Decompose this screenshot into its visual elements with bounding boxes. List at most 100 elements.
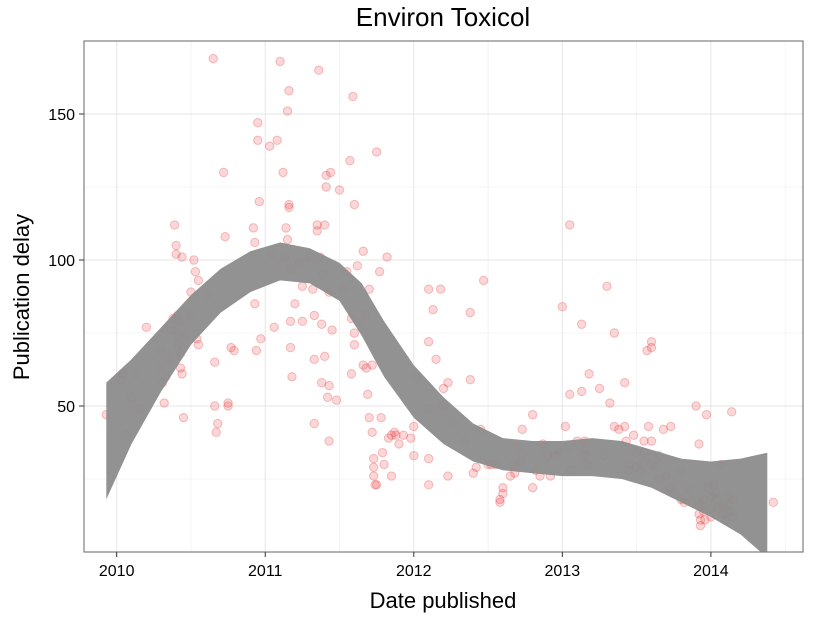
data-point: [527, 410, 538, 420]
data-point: [256, 334, 266, 344]
data-point: [602, 281, 612, 291]
data-point: [726, 407, 737, 417]
data-point: [576, 319, 587, 329]
data-point: [309, 354, 319, 364]
data-point: [349, 339, 360, 350]
data-point: [324, 380, 334, 391]
data-point: [348, 91, 358, 102]
data-point: [614, 424, 624, 435]
data-point: [609, 421, 620, 432]
x-tick-label: 2013: [545, 563, 581, 580]
data-point: [171, 249, 181, 259]
data-point: [325, 167, 336, 178]
data-point: [314, 65, 324, 75]
data-point: [358, 246, 368, 256]
data-point: [361, 363, 371, 373]
data-point: [768, 497, 778, 508]
data-point: [609, 328, 620, 338]
data-point: [321, 182, 331, 192]
plot-border: [83, 40, 804, 553]
data-point: [383, 433, 394, 443]
data-point: [382, 252, 392, 262]
data-point: [278, 167, 288, 178]
data-point: [177, 369, 187, 379]
data-point: [694, 439, 704, 449]
data-point: [443, 471, 453, 481]
confidence-band: [106, 242, 768, 552]
data-point: [312, 220, 322, 230]
data-point: [250, 237, 260, 248]
data-point: [210, 357, 220, 367]
data-point: [253, 118, 263, 128]
data-point: [282, 106, 293, 116]
data-point: [695, 521, 706, 531]
data-point: [517, 424, 527, 435]
data-point: [169, 220, 180, 230]
data-point: [220, 231, 230, 242]
data-point: [628, 430, 639, 440]
data-point: [363, 389, 373, 400]
data-point: [646, 342, 657, 353]
data-point: [423, 453, 434, 464]
data-point: [557, 302, 568, 312]
data-point: [269, 322, 279, 332]
data-point: [389, 427, 400, 437]
data-point: [368, 453, 379, 464]
axes: 2010 2011 2012 2013 2014 50 100 150: [48, 107, 728, 580]
data-point: [394, 439, 404, 449]
data-point: [620, 377, 630, 388]
data-point: [297, 316, 308, 327]
data-point: [565, 389, 575, 400]
y-axis-title: Publication delay: [9, 214, 34, 380]
data-point: [495, 494, 505, 505]
y-tick-label: 100: [48, 253, 75, 270]
data-point: [367, 427, 377, 437]
data-point: [643, 421, 654, 432]
data-point: [226, 342, 236, 353]
data-point: [210, 401, 220, 411]
data-point: [159, 398, 169, 408]
data-point: [211, 427, 221, 437]
data-point: [642, 345, 652, 356]
data-point: [223, 398, 233, 408]
data-point: [349, 328, 360, 338]
data-point: [498, 488, 508, 499]
data-point: [368, 462, 379, 473]
data-point: [691, 401, 701, 411]
smooth-band: [106, 242, 768, 552]
data-point: [327, 325, 337, 335]
data-point: [272, 135, 282, 145]
data-point: [423, 480, 434, 490]
x-tick-label: 2011: [248, 563, 283, 580]
data-point: [468, 468, 478, 478]
data-point: [391, 430, 401, 440]
data-point: [208, 53, 218, 64]
x-axis-title: Date published: [370, 588, 517, 613]
data-point: [189, 255, 199, 265]
data-point: [177, 252, 187, 262]
data-point: [331, 395, 342, 405]
data-point: [285, 342, 296, 353]
x-tick-label: 2010: [99, 563, 135, 580]
y-tick-label: 50: [57, 399, 75, 416]
data-point: [386, 430, 397, 440]
data-point: [319, 220, 330, 230]
data-point: [700, 515, 710, 525]
chart-title: Environ Toxicol: [356, 2, 530, 32]
data-point: [465, 307, 475, 318]
data-point: [478, 275, 489, 286]
data-point: [423, 284, 434, 294]
data-point: [190, 266, 201, 277]
data-point: [193, 339, 204, 350]
y-tick-label: 150: [48, 107, 75, 124]
data-point: [334, 185, 345, 195]
data-point: [275, 56, 285, 67]
data-point: [281, 223, 291, 233]
data-point: [666, 421, 676, 432]
data-point: [358, 360, 368, 370]
data-point: [527, 483, 538, 493]
data-point: [312, 226, 322, 236]
data-point: [646, 337, 657, 347]
data-point: [584, 369, 594, 379]
data-point: [319, 351, 330, 362]
